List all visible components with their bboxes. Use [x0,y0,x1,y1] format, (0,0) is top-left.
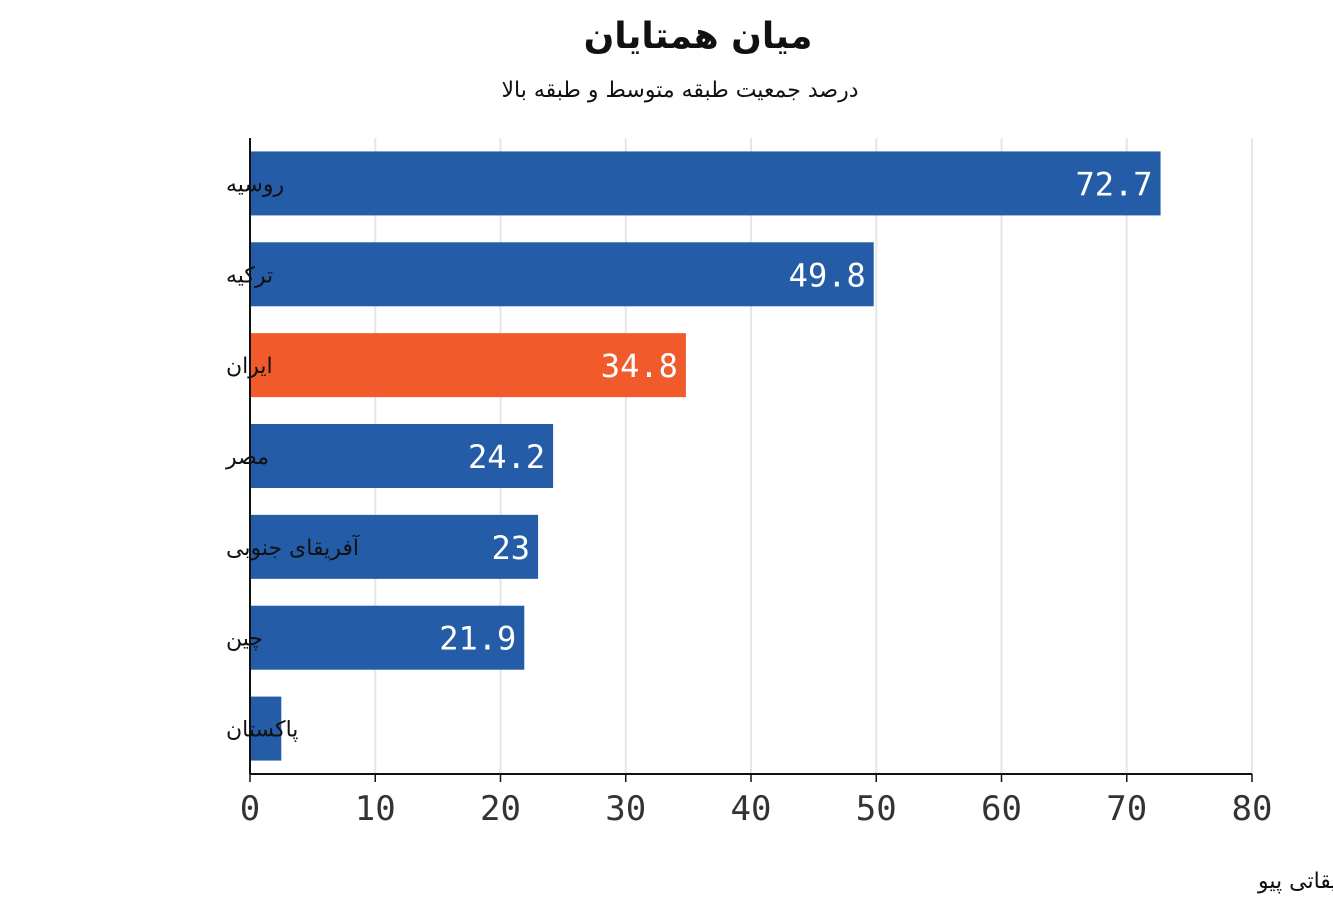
category-label-6: پاکستان [226,718,298,743]
bar-4 [250,514,539,579]
data-label-0: 72.7 [1076,165,1153,203]
category-label-0: روسیه [226,172,284,197]
bar-6 [250,696,282,761]
x-tick-label-10: 10 [355,789,396,829]
bar-1 [250,242,874,307]
x-tick-label-60: 60 [981,789,1022,829]
data-label-1: 49.8 [789,256,866,294]
category-label-3: مصر [225,445,269,470]
data-label-3: 24.2 [468,438,545,476]
x-tick-label-0: 0 [240,789,260,829]
x-tick-label-50: 50 [856,789,897,829]
data-label-5: 21.9 [439,620,516,658]
source-note: منبع: مرکز تحقیقاتی پیو [1257,869,1333,894]
bar-5 [250,605,525,670]
bars [250,151,1161,761]
category-label-4: آفریقای جنوبی [226,534,360,561]
x-tick-label-70: 70 [1106,789,1147,829]
chart-subtitle: درصد جمعیت طبقه متوسط و طبقه بالا [501,78,858,103]
bar-0 [250,151,1161,216]
category-label-2: ایران [226,354,273,379]
category-label-1: ترکیه [226,263,273,288]
x-tick-label-30: 30 [605,789,646,829]
x-tick-label-40: 40 [731,789,772,829]
data-label-4: 23 [492,529,531,567]
axes [249,138,1253,782]
x-tick-label-80: 80 [1232,789,1273,829]
data-label-2: 34.8 [601,347,678,385]
chart-title: میان همتایان [584,16,813,57]
x-tick-label-20: 20 [480,789,521,829]
category-label-5: چین [226,627,263,652]
bar-3 [250,424,554,488]
labels: 0 10 20 30 40 50 60 70 80 72.7 روسیه 49.8 ترکیه 34.8 ا… [225,165,1272,829]
bar-2 [250,333,686,398]
